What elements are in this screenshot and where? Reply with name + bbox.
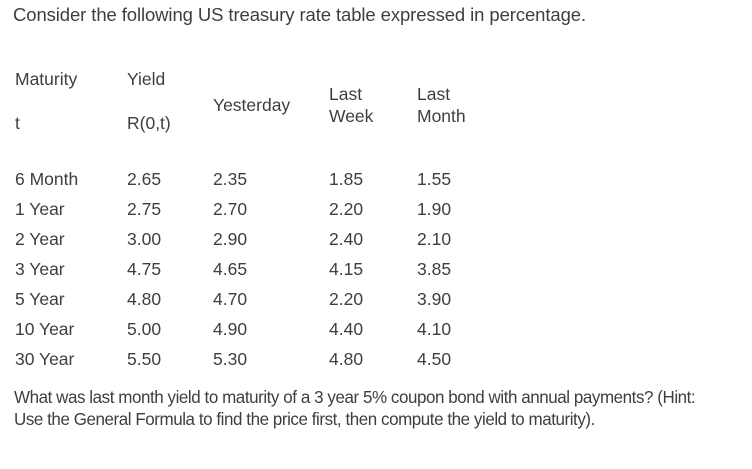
last-month-cell: 2.10 xyxy=(417,229,452,249)
last-month-cell: 1.55 xyxy=(417,169,452,189)
yesterday-cell: 4.70 xyxy=(213,289,248,309)
last-month-cell: 1.90 xyxy=(417,199,452,219)
header-yield: Yield xyxy=(127,69,166,89)
yesterday-cell: 4.65 xyxy=(213,259,248,279)
intro-text: Consider the following US treasury rate … xyxy=(13,4,586,25)
yield-cell: 3.00 xyxy=(127,229,162,249)
last-week-cell: 1.85 xyxy=(329,169,364,189)
yield-cell: 4.75 xyxy=(127,259,162,279)
last-week-cell: 2.40 xyxy=(329,229,364,249)
last-month-cell: 4.10 xyxy=(417,319,452,339)
last-week-cell: 4.15 xyxy=(329,259,364,279)
yesterday-cell: 2.90 xyxy=(213,229,248,249)
maturity-cell: 3 Year xyxy=(15,259,65,279)
last-month-cell: 3.85 xyxy=(417,259,452,279)
maturity-cell: 1 Year xyxy=(15,199,65,219)
yield-cell: 2.75 xyxy=(127,199,162,219)
header-yield-symbol: R(0,t) xyxy=(127,113,171,133)
last-week-cell: 2.20 xyxy=(329,199,364,219)
yield-cell: 2.65 xyxy=(127,169,162,189)
maturity-cell: 5 Year xyxy=(15,289,65,309)
header-last-week-line2: Week xyxy=(329,106,374,126)
question-text: What was last month yield to maturity of… xyxy=(14,387,696,429)
yesterday-cell: 4.90 xyxy=(213,319,248,339)
last-week-cell: 4.80 xyxy=(329,349,364,369)
maturity-cell: 6 Month xyxy=(15,169,79,189)
yesterday-cell: 2.70 xyxy=(213,199,248,219)
yield-cell: 4.80 xyxy=(127,289,162,309)
header-last-month-line2: Month xyxy=(417,106,466,126)
header-last-week-line1: Last xyxy=(329,84,363,104)
yield-cell: 5.00 xyxy=(127,319,162,339)
maturity-cell: 30 Year xyxy=(15,349,75,369)
last-month-cell: 3.90 xyxy=(417,289,452,309)
header-maturity-symbol: t xyxy=(15,113,20,133)
last-month-cell: 4.50 xyxy=(417,349,452,369)
yesterday-cell: 2.35 xyxy=(213,169,248,189)
maturity-cell: 2 Year xyxy=(15,229,65,249)
yield-cell: 5.50 xyxy=(127,349,162,369)
header-maturity: Maturity xyxy=(15,69,78,89)
last-week-cell: 4.40 xyxy=(329,319,364,339)
yesterday-cell: 5.30 xyxy=(213,349,248,369)
maturity-cell: 10 Year xyxy=(15,319,75,339)
last-week-cell: 2.20 xyxy=(329,289,364,309)
header-yesterday: Yesterday xyxy=(213,95,291,115)
header-last-month-line1: Last xyxy=(417,84,451,104)
